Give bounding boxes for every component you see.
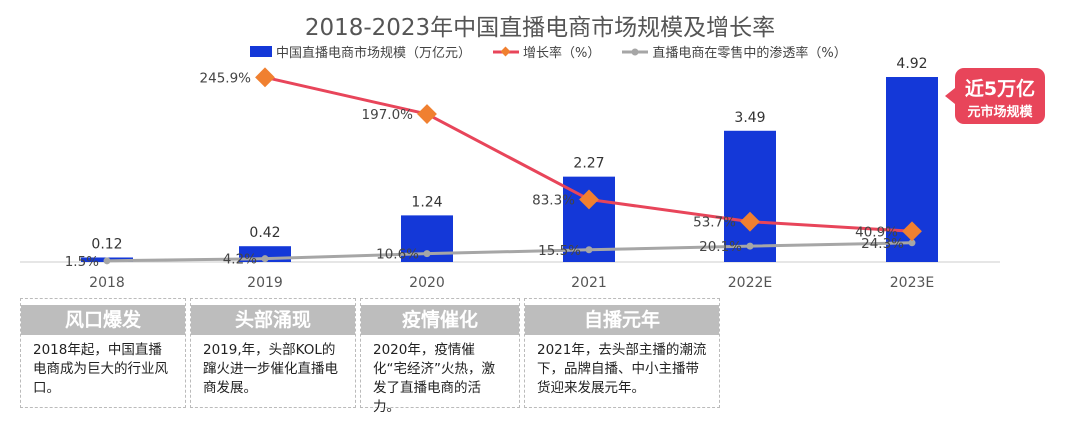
x-tick-label: 2023E	[890, 275, 934, 291]
penetration-point	[261, 255, 269, 263]
bar-label: 1.24	[411, 194, 442, 210]
growth-label: 53.7%	[693, 215, 736, 231]
stage-card-2018: 风口爆发 2018年起，中国直播电商成为巨大的行业风口。	[20, 298, 186, 408]
stage-card-2019: 头部涌现 2019,年，头部KOL的蹿火进一步催化直播电商发展。	[190, 298, 356, 408]
bar-swatch-icon	[250, 46, 272, 57]
legend-item-market-size: 中国直播电商市场规模（万亿元）	[250, 42, 471, 61]
growth-label: 40.9%	[855, 224, 898, 240]
growth-label: 83.3%	[532, 192, 575, 208]
penetration-point	[423, 250, 431, 258]
x-tick-label: 2019	[247, 275, 283, 291]
penetration-label: 1.5%	[65, 254, 99, 270]
bar-label: 0.12	[91, 236, 122, 252]
bar-label: 4.92	[896, 56, 927, 72]
penetration-label: 20.1%	[699, 239, 742, 255]
red-line-diamond-icon	[493, 46, 520, 56]
growth-point	[417, 104, 437, 124]
penetration-label: 24.3%	[861, 236, 904, 252]
penetration-label: 15.5%	[538, 243, 581, 259]
stage-card-2021: 自播元年 2021年，去头部主播的潮流下，品牌自播、中小主播带货迎来发展元年。	[524, 298, 720, 408]
penetration-label: 4.2%	[223, 252, 257, 268]
gray-line-dot-icon	[622, 48, 649, 55]
legend: 中国直播电商市场规模（万亿元） 增长率（%） 直播电商在零售中的渗透率（%）	[250, 42, 847, 61]
penetration-point	[746, 242, 754, 250]
bar-label: 0.42	[249, 225, 280, 241]
bar-label: 2.27	[573, 156, 604, 172]
penetration-point	[103, 257, 111, 265]
x-tick-label: 2020	[409, 275, 445, 291]
penetration-point	[908, 239, 916, 247]
legend-item-penetration: 直播电商在零售中的渗透率（%）	[622, 42, 847, 61]
penetration-line	[106, 241, 913, 263]
callout-badge: 近5万亿 元市场规模	[945, 68, 1045, 124]
chart-plot: 0.12 2018 0.42 2019 1.24 2020 2.27 2021 3.49 2022…	[20, 56, 1000, 291]
x-tick-label: 2021	[571, 275, 607, 291]
penetration-point	[585, 246, 593, 254]
x-tick-label: 2018	[89, 275, 125, 291]
x-tick-label: 2022E	[728, 275, 772, 291]
growth-label: 197.0%	[362, 107, 414, 123]
bar-label: 3.49	[734, 110, 765, 126]
chart-title: 2018-2023年中国直播电商市场规模及增长率	[304, 15, 776, 41]
growth-label: 245.9%	[200, 70, 252, 86]
bar	[724, 130, 776, 262]
penetration-label: 10.6%	[376, 247, 419, 263]
legend-item-growth: 增长率（%）	[493, 42, 600, 61]
growth-point	[255, 67, 275, 88]
stage-card-2020: 疫情催化 2020年，疫情催化“宅经济”火热，激发了直播电商的活力。	[360, 298, 520, 415]
